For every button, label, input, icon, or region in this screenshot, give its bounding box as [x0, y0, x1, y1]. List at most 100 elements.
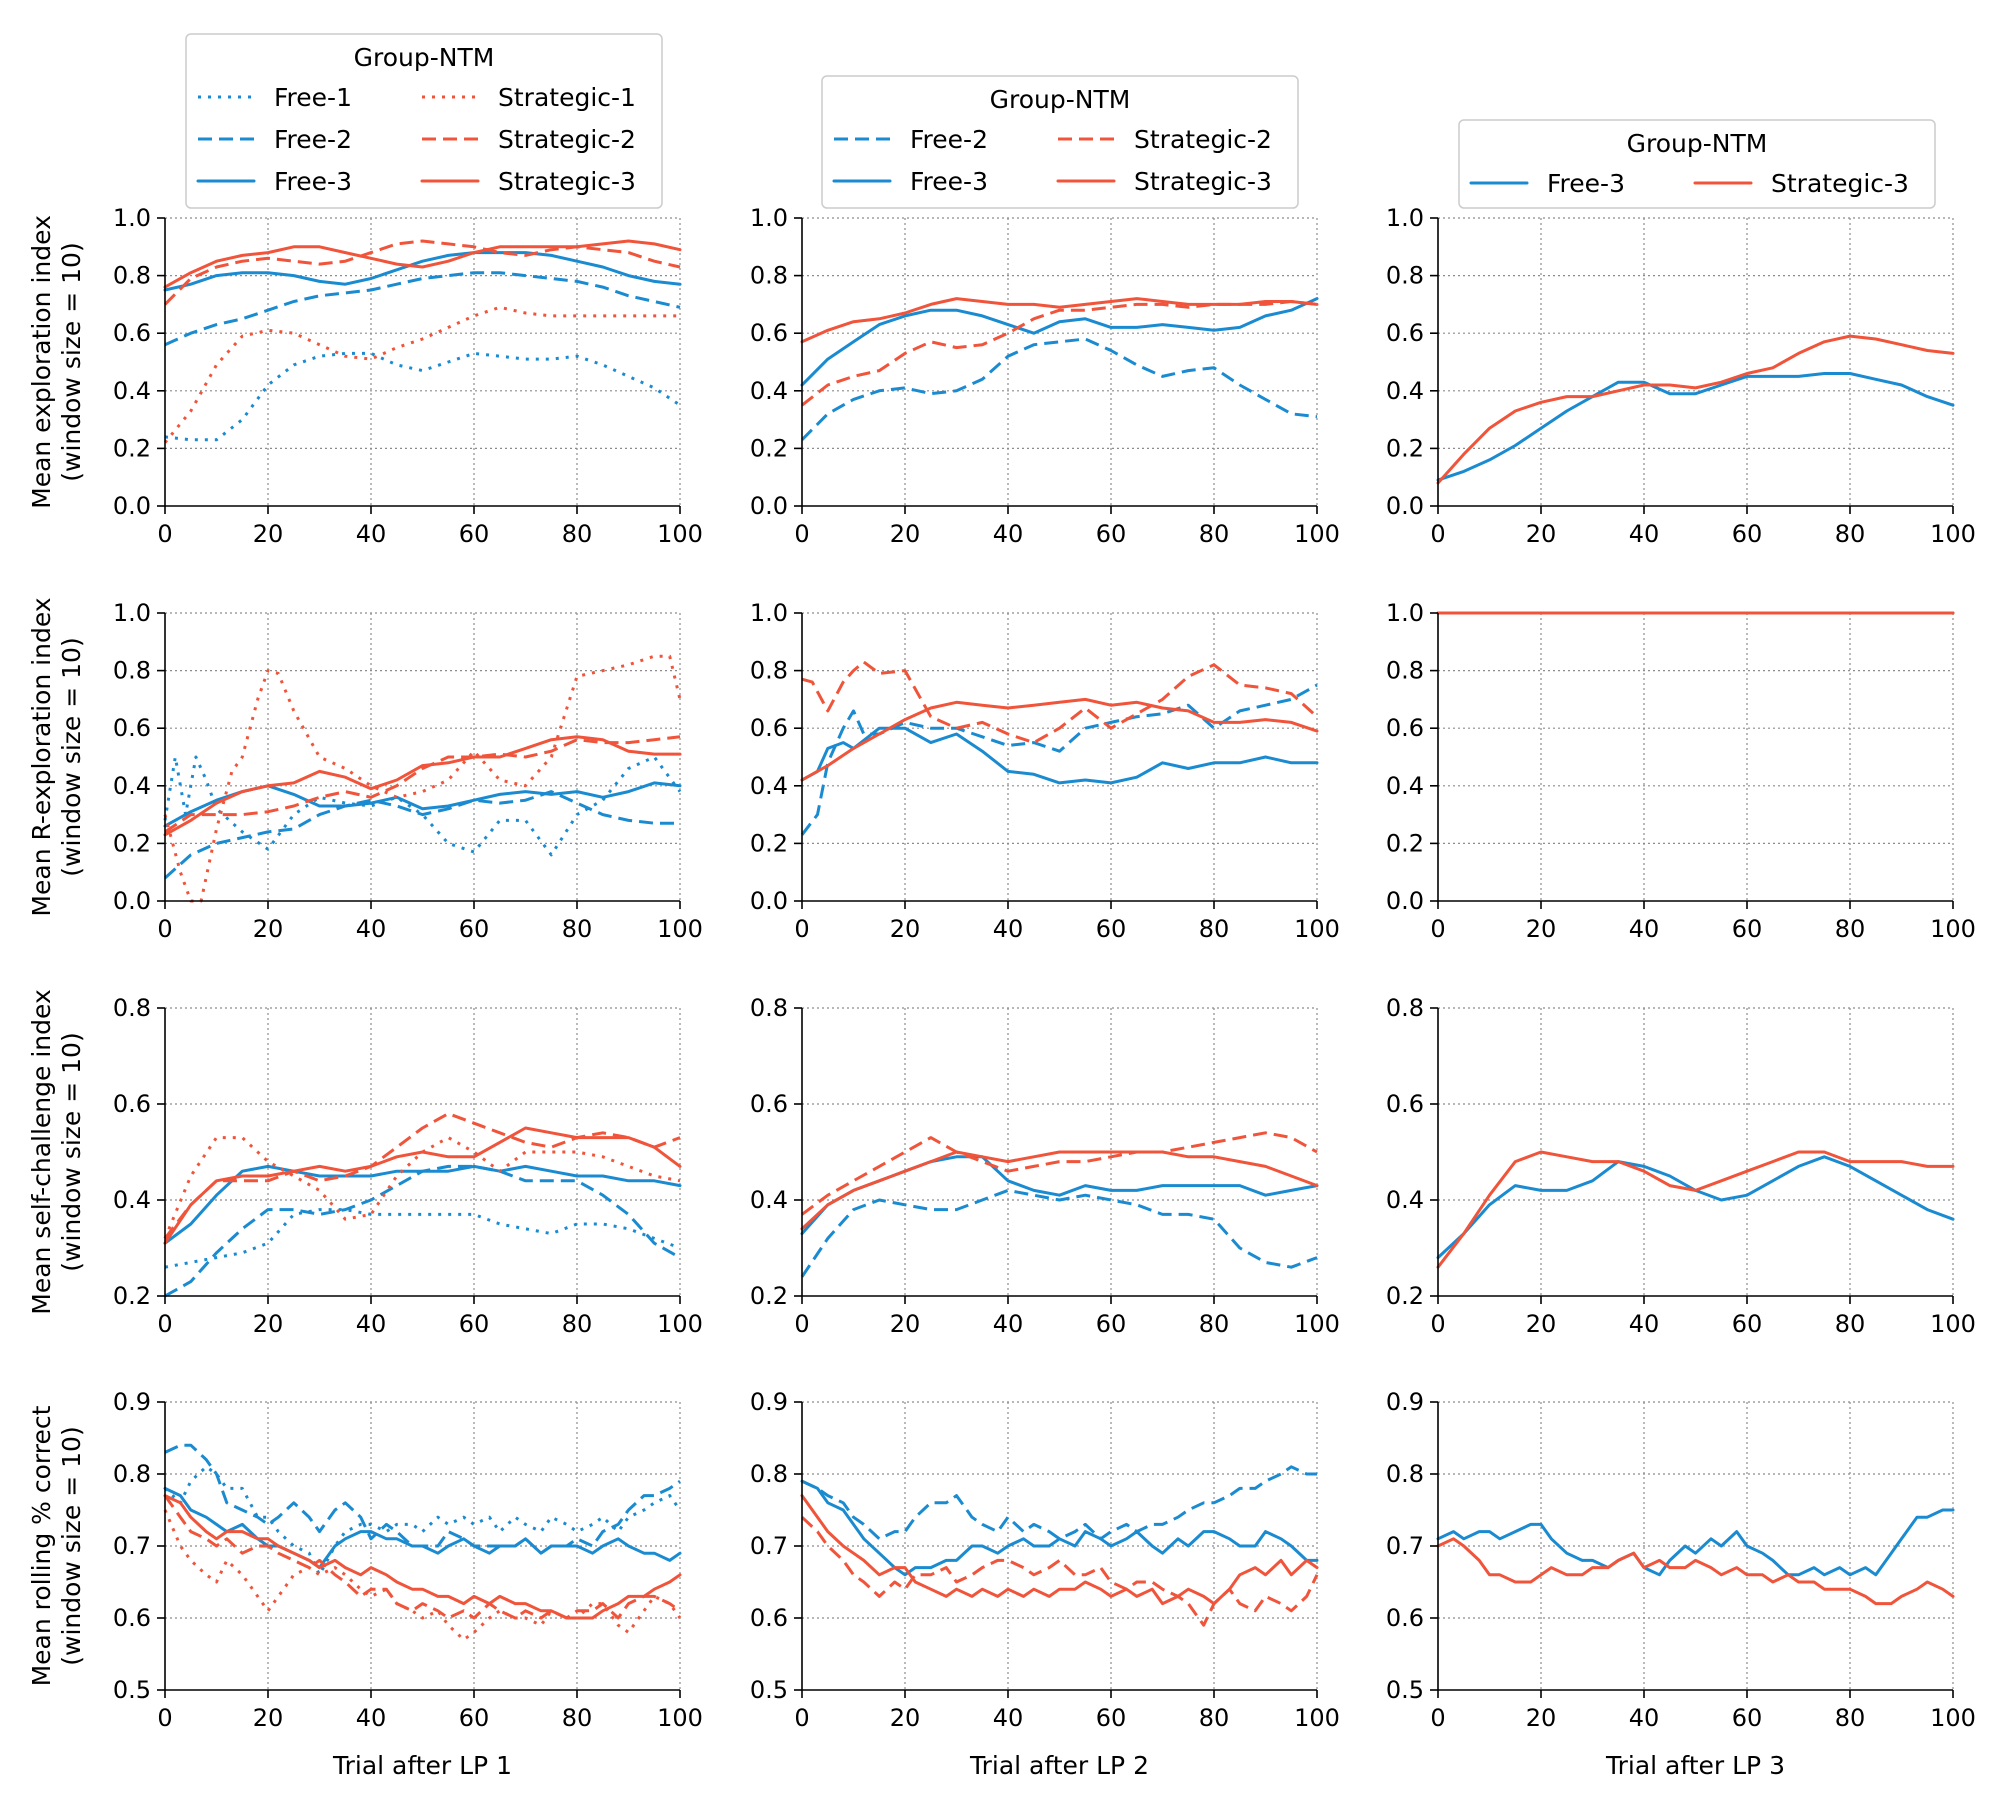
y-axis-title-line1: Mean exploration index — [27, 215, 56, 509]
x-tick-label: 40 — [356, 1704, 387, 1732]
legend-label: Free-3 — [274, 167, 352, 196]
y-tick-label: 0.6 — [113, 1604, 151, 1632]
x-tick-label: 40 — [993, 520, 1024, 548]
y-tick-label: 0.8 — [750, 262, 788, 290]
panel-r3-c0: 0 20 40 60 80 100 0.5 0.6 0.7 0.8 0.9 — [113, 1388, 703, 1732]
series-line-strategic-2 — [801, 660, 1319, 745]
legend-frame — [185, 33, 663, 209]
legend-label: Free-3 — [1547, 169, 1625, 198]
series-line-free-2 — [801, 1465, 1317, 1541]
series-line-strategic-2 — [163, 1494, 681, 1620]
y-tick-label: 0.8 — [750, 657, 788, 685]
y-axis-title-line1: Mean R-exploration index — [27, 597, 56, 916]
y-tick-label: 0.4 — [113, 1186, 151, 1214]
y-tick-label: 0.2 — [113, 829, 151, 857]
y-tick-label: 0.4 — [1386, 772, 1424, 800]
x-tick-label: 80 — [1835, 915, 1866, 943]
y-tick-label: 0.6 — [1386, 714, 1424, 742]
series-line-free-3 — [163, 251, 682, 292]
x-tick-label: 0 — [1430, 1704, 1445, 1732]
y-tick-label: 0.4 — [1386, 377, 1424, 405]
series-line-strategic-1 — [163, 1509, 682, 1642]
y-tick-label: 0.8 — [1386, 994, 1424, 1022]
x-tick-label: 80 — [562, 1310, 593, 1338]
y-tick-label: 0.2 — [750, 434, 788, 462]
series-line-free-3 — [163, 1164, 682, 1245]
x-tick-label: 100 — [1930, 1310, 1976, 1338]
x-tick-label: 100 — [657, 915, 703, 943]
x-tick-label: 100 — [1294, 915, 1340, 943]
series-line-strategic-2 — [801, 1131, 1318, 1216]
y-tick-label: 0.7 — [113, 1532, 151, 1560]
panel-r0-c0: 0 20 40 60 80 100 0.0 0.2 0.4 0.6 0.8 1.0 — [113, 204, 703, 548]
y-tick-label: 0.2 — [750, 829, 788, 857]
x-tick-label: 60 — [459, 520, 490, 548]
legend-frame — [1458, 119, 1936, 209]
labels-layer: Mean exploration index (window size = 10)… — [27, 215, 1785, 1780]
x-tick-label: 40 — [356, 1310, 387, 1338]
legend-label: Strategic-2 — [1134, 125, 1272, 154]
y-tick-label: 0.7 — [750, 1532, 788, 1560]
y-tick-label: 0.6 — [1386, 1090, 1424, 1118]
y-tick-label: 0.6 — [1386, 1604, 1424, 1632]
x-tick-label: 60 — [1096, 1310, 1127, 1338]
y-axis-title-row1: Mean R-exploration index (window size = 1… — [27, 597, 86, 916]
x-axis-title: Trial after LP 2 — [969, 1751, 1149, 1780]
x-tick-label: 0 — [157, 520, 172, 548]
legend-label: Free-2 — [274, 125, 352, 154]
series-line-strategic-2 — [800, 1516, 1319, 1627]
series-line-free-1 — [164, 351, 681, 442]
x-tick-label: 100 — [1930, 1704, 1976, 1732]
y-tick-label: 0.4 — [113, 377, 151, 405]
series-line-strategic-1 — [163, 305, 680, 444]
y-tick-label: 1.0 — [1386, 204, 1424, 232]
series-line-strategic-3 — [163, 735, 682, 837]
y-axis-title-row0: Mean exploration index (window size = 10) — [27, 215, 86, 509]
y-tick-label: 0.5 — [750, 1676, 788, 1704]
legend-label: Free-2 — [910, 125, 988, 154]
series-line-strategic-2 — [164, 735, 681, 834]
x-tick-label: 20 — [253, 915, 284, 943]
y-tick-label: 0.0 — [1386, 887, 1424, 915]
x-tick-label: 100 — [1294, 1310, 1340, 1338]
y-tick-label: 0.6 — [113, 319, 151, 347]
x-tick-label: 80 — [562, 915, 593, 943]
y-axis-title-line1: Mean rolling % correct — [27, 1405, 56, 1686]
x-tick-label: 100 — [1294, 520, 1340, 548]
series-line-strategic-2 — [163, 239, 681, 306]
x-tick-label: 40 — [993, 1310, 1024, 1338]
series-line-free-2 — [800, 337, 1318, 441]
legend-label: Strategic-2 — [498, 125, 636, 154]
x-tick-label: 80 — [1835, 1704, 1866, 1732]
legend-label: Free-1 — [274, 83, 352, 112]
x-tick-label: 40 — [356, 915, 387, 943]
series-line-strategic-3 — [163, 1494, 682, 1620]
x-tick-label: 0 — [157, 915, 172, 943]
y-tick-label: 0.6 — [750, 714, 788, 742]
x-tick-label: 100 — [1930, 520, 1976, 548]
panel-r2-c0: 0 20 40 60 80 100 0.2 0.4 0.6 0.8 — [113, 994, 703, 1338]
series-line-free-2 — [163, 790, 680, 880]
series-line-free-3 — [800, 297, 1319, 387]
y-tick-label: 0.4 — [113, 772, 151, 800]
y-tick-label: 0.0 — [1386, 492, 1424, 520]
y-tick-label: 0.2 — [750, 1282, 788, 1310]
y-tick-label: 0.5 — [1386, 1676, 1424, 1704]
x-tick-label: 60 — [459, 1310, 490, 1338]
y-tick-label: 0.4 — [1386, 1186, 1424, 1214]
y-tick-label: 1.0 — [750, 599, 788, 627]
y-axis-title-row3: Mean rolling % correct (window size = 10) — [27, 1405, 86, 1686]
series-line-strategic-1 — [163, 654, 682, 903]
y-tick-label: 0.4 — [750, 377, 788, 405]
series-line-free-2 — [800, 683, 1318, 836]
y-tick-label: 0.0 — [750, 492, 788, 520]
x-tick-label: 60 — [1732, 915, 1763, 943]
legends-layer: Group-NTMFree-1Free-2Free-3Strategic-1St… — [185, 33, 1936, 209]
series-line-strategic-1 — [163, 1136, 681, 1239]
y-tick-label: 1.0 — [750, 204, 788, 232]
legend-title: Group-NTM — [990, 85, 1131, 114]
x-tick-label: 40 — [1629, 520, 1660, 548]
x-tick-label: 40 — [993, 915, 1024, 943]
y-tick-label: 0.8 — [750, 1460, 788, 1488]
